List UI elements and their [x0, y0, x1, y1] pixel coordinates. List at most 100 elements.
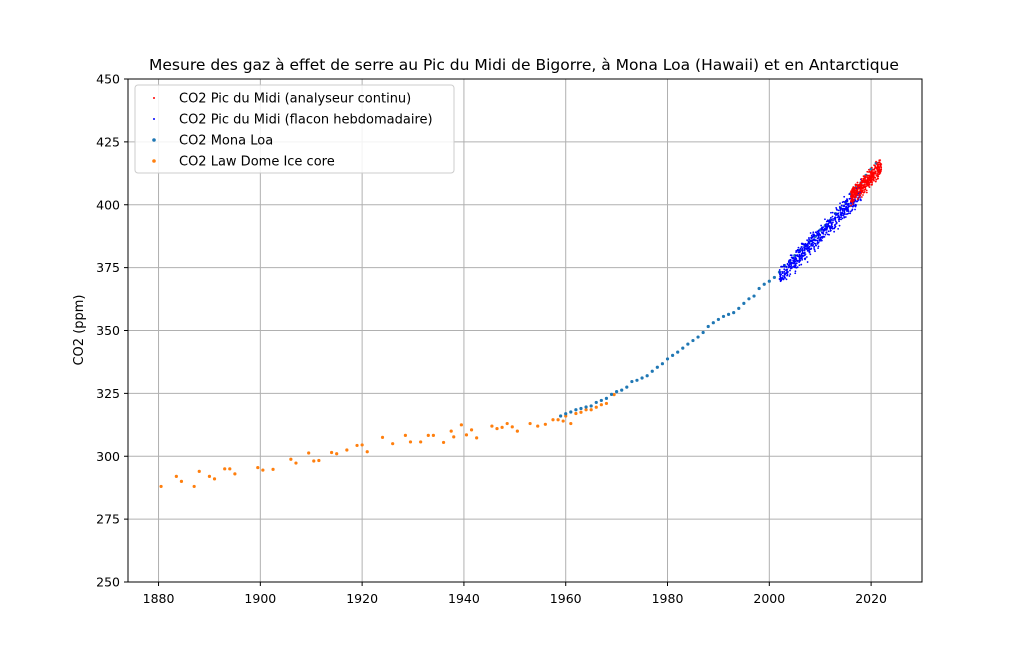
data-point — [784, 272, 786, 275]
data-point — [850, 195, 852, 197]
y-tick-label: 325 — [96, 386, 120, 401]
data-point — [797, 259, 799, 262]
data-point — [855, 193, 858, 196]
data-point — [747, 297, 751, 301]
data-point — [840, 216, 843, 219]
chart-title: Mesure des gaz à effet de serre au Pic d… — [149, 56, 899, 74]
data-point — [441, 440, 446, 445]
data-point — [880, 166, 882, 169]
data-point — [868, 186, 871, 188]
data-point — [844, 216, 847, 218]
data-point — [827, 230, 830, 233]
legend-marker — [152, 138, 156, 142]
data-point — [817, 229, 820, 232]
data-point — [510, 425, 514, 429]
data-point — [871, 172, 873, 175]
data-point — [696, 335, 700, 339]
data-point — [845, 199, 847, 202]
data-point — [820, 236, 823, 238]
data-point — [803, 248, 806, 251]
data-point — [850, 198, 853, 201]
data-point — [640, 376, 644, 380]
data-point — [847, 206, 850, 208]
data-point — [788, 265, 790, 268]
data-point — [785, 271, 788, 274]
y-tick-label: 275 — [96, 512, 120, 527]
data-point — [816, 242, 819, 245]
data-point — [814, 250, 816, 253]
data-point — [779, 278, 782, 281]
data-point — [795, 249, 798, 252]
data-point — [878, 171, 881, 173]
data-point — [875, 160, 877, 163]
data-point — [594, 400, 598, 405]
data-point — [863, 191, 866, 193]
data-point — [805, 256, 808, 258]
data-point — [816, 237, 819, 240]
data-point — [868, 174, 871, 177]
data-point — [307, 451, 311, 455]
data-point — [192, 484, 196, 489]
data-point — [655, 365, 659, 369]
data-point — [783, 264, 785, 266]
data-point — [865, 185, 868, 187]
data-point — [847, 208, 849, 211]
data-point — [874, 170, 877, 173]
x-tick-label: 1920 — [346, 591, 378, 606]
y-tick-label: 450 — [96, 72, 120, 87]
data-point — [807, 247, 810, 250]
data-point — [197, 469, 201, 473]
x-tick-label: 1880 — [143, 591, 175, 606]
data-point — [851, 191, 853, 194]
data-point — [317, 458, 321, 463]
data-point — [294, 461, 298, 465]
data-point — [798, 253, 801, 256]
data-point — [853, 190, 856, 193]
data-point — [612, 393, 616, 397]
data-point — [798, 264, 801, 267]
data-point — [179, 479, 184, 483]
data-point — [864, 188, 867, 191]
data-point — [786, 263, 789, 266]
data-point — [528, 421, 532, 426]
data-point — [807, 240, 810, 243]
data-point — [836, 216, 839, 219]
data-point — [794, 270, 797, 273]
data-point — [817, 245, 820, 248]
data-point — [681, 346, 685, 350]
data-point — [789, 273, 792, 276]
data-point — [569, 410, 573, 414]
data-point — [834, 225, 837, 228]
data-point — [800, 263, 803, 266]
legend-label: CO2 Law Dome Ice core — [179, 155, 335, 170]
data-point — [223, 467, 227, 471]
data-point — [849, 212, 852, 215]
y-tick-label: 350 — [96, 323, 120, 338]
data-point — [780, 278, 783, 281]
data-point — [876, 164, 879, 167]
data-point — [827, 223, 830, 226]
data-point — [852, 195, 855, 197]
y-tick-label: 250 — [96, 575, 120, 590]
data-point — [569, 421, 573, 426]
data-point — [859, 186, 862, 189]
data-point — [355, 443, 359, 448]
data-point — [859, 198, 862, 201]
data-point — [847, 204, 850, 206]
data-point — [782, 278, 785, 281]
data-point — [841, 217, 844, 220]
data-point — [797, 246, 800, 249]
data-point — [788, 259, 791, 262]
data-point — [858, 194, 860, 197]
data-point — [797, 251, 800, 254]
data-point — [808, 245, 811, 248]
data-point — [791, 257, 794, 260]
data-point — [828, 225, 831, 228]
data-point — [785, 265, 788, 268]
data-point — [839, 202, 841, 205]
data-point — [814, 239, 817, 242]
data-point — [802, 243, 805, 246]
data-point — [880, 163, 883, 166]
data-point — [798, 261, 801, 264]
data-point — [818, 236, 820, 239]
